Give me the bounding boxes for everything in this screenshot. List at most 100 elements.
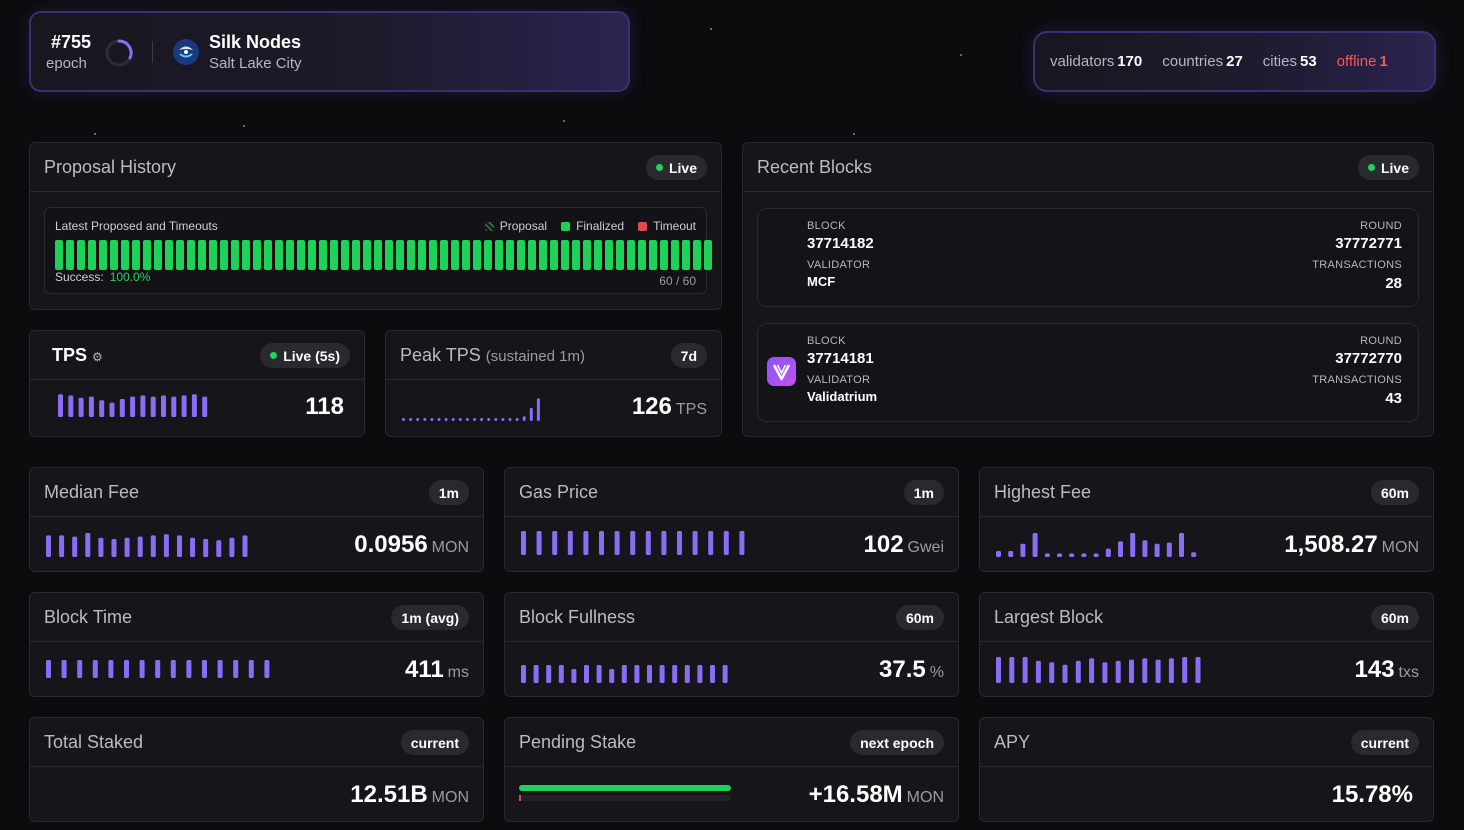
block-item[interactable]: BLOCK 37714182 VALIDATOR MCF ROUND 37772… bbox=[757, 208, 1419, 307]
proposal-bar[interactable] bbox=[220, 240, 228, 270]
spark-bar bbox=[722, 665, 728, 683]
proposal-bar[interactable] bbox=[594, 240, 602, 270]
proposal-bar[interactable] bbox=[627, 240, 635, 270]
card-header: TPS ⚙ Live (5s) bbox=[30, 331, 364, 380]
stat-validators[interactable]: validators 170 bbox=[1050, 53, 1142, 70]
proposal-bar[interactable] bbox=[209, 240, 217, 270]
proposal-bar[interactable] bbox=[165, 240, 173, 270]
proposal-bar[interactable] bbox=[297, 240, 305, 270]
block-number[interactable]: 37714182 bbox=[807, 235, 874, 252]
proposal-bar[interactable] bbox=[132, 240, 140, 270]
proposal-bar[interactable] bbox=[88, 240, 96, 270]
spark-bar bbox=[191, 394, 197, 417]
proposal-bar[interactable] bbox=[385, 240, 393, 270]
proposal-bar[interactable] bbox=[561, 240, 569, 270]
proposal-bar[interactable] bbox=[308, 240, 316, 270]
proposal-bar[interactable] bbox=[451, 240, 459, 270]
proposal-bar[interactable] bbox=[99, 240, 107, 270]
card-title: Gas Price bbox=[519, 482, 599, 502]
card-header: Proposal History Live bbox=[30, 143, 721, 192]
validator-name[interactable]: MCF bbox=[807, 274, 836, 289]
proposal-bar[interactable] bbox=[352, 240, 360, 270]
proposal-bar[interactable] bbox=[583, 240, 591, 270]
round-label: ROUND bbox=[1360, 220, 1402, 232]
legend: Proposal Finalized Timeout bbox=[484, 219, 696, 233]
proposal-bar[interactable] bbox=[330, 240, 338, 270]
proposal-bar[interactable] bbox=[649, 240, 657, 270]
proposal-bar[interactable] bbox=[363, 240, 371, 270]
proposal-bar[interactable] bbox=[638, 240, 646, 270]
stat-countries[interactable]: countries 27 bbox=[1162, 53, 1243, 70]
card-title: Proposal History bbox=[44, 157, 177, 177]
proposal-bar[interactable] bbox=[572, 240, 580, 270]
block-label: BLOCK bbox=[807, 335, 846, 347]
block-number[interactable]: 37714181 bbox=[807, 350, 874, 367]
spark-bar bbox=[1069, 553, 1075, 557]
proposal-bar[interactable] bbox=[407, 240, 415, 270]
proposal-bar[interactable] bbox=[66, 240, 74, 270]
proposal-bar[interactable] bbox=[484, 240, 492, 270]
spark-bar bbox=[659, 665, 665, 683]
proposal-bar[interactable] bbox=[429, 240, 437, 270]
validator-name[interactable]: Validatrium bbox=[807, 389, 878, 404]
proposal-bar[interactable] bbox=[198, 240, 206, 270]
value-unit: MON bbox=[906, 789, 944, 806]
proposal-bar[interactable] bbox=[440, 240, 448, 270]
spark-bar bbox=[536, 398, 540, 421]
proposal-bar[interactable] bbox=[341, 240, 349, 270]
spark-bar bbox=[609, 669, 615, 683]
proposal-bar[interactable] bbox=[539, 240, 547, 270]
proposal-bar[interactable] bbox=[396, 240, 404, 270]
spark-bar bbox=[1166, 542, 1172, 557]
proposal-bar[interactable] bbox=[495, 240, 503, 270]
proposal-bar[interactable] bbox=[286, 240, 294, 270]
proposal-bar[interactable] bbox=[275, 240, 283, 270]
block-item[interactable]: BLOCK 37714181 VALIDATOR Validatrium ROU… bbox=[757, 323, 1419, 422]
range-badge: current bbox=[400, 730, 469, 755]
gear-icon[interactable]: ⚙ bbox=[92, 350, 103, 364]
proposal-bar[interactable] bbox=[616, 240, 624, 270]
proposal-bar[interactable] bbox=[264, 240, 272, 270]
proposal-bar[interactable] bbox=[121, 240, 129, 270]
round-number: 37772771 bbox=[1335, 235, 1402, 252]
spark-bar bbox=[710, 665, 715, 683]
proposal-bar[interactable] bbox=[418, 240, 426, 270]
proposal-bar[interactable] bbox=[154, 240, 162, 270]
proposal-bar[interactable] bbox=[528, 240, 536, 270]
proposal-bar[interactable] bbox=[671, 240, 679, 270]
spark-bar bbox=[1191, 552, 1197, 557]
spark-bar bbox=[1075, 660, 1081, 683]
card-header: Total Staked current bbox=[30, 718, 483, 767]
proposal-bar[interactable] bbox=[693, 240, 701, 270]
value-number: 102 bbox=[863, 531, 904, 558]
stat-cities[interactable]: cities 53 bbox=[1263, 53, 1317, 70]
proposal-bar[interactable] bbox=[55, 240, 63, 270]
proposal-bar[interactable] bbox=[143, 240, 151, 270]
card-header: Peak TPS (sustained 1m) 7d bbox=[386, 331, 721, 380]
node-name[interactable]: Silk Nodes bbox=[209, 32, 302, 52]
proposal-bar[interactable] bbox=[517, 240, 525, 270]
proposal-bar[interactable] bbox=[187, 240, 195, 270]
proposal-bar[interactable] bbox=[605, 240, 613, 270]
transactions-count: 43 bbox=[1385, 390, 1402, 407]
stat-offline[interactable]: offline 1 bbox=[1337, 53, 1388, 70]
proposal-bar[interactable] bbox=[682, 240, 690, 270]
proposal-bar[interactable] bbox=[253, 240, 261, 270]
spark-bar bbox=[402, 418, 405, 421]
proposal-bar[interactable] bbox=[473, 240, 481, 270]
proposal-bar[interactable] bbox=[77, 240, 85, 270]
network-stats-bar: validators 170 countries 27 cities 53 offli… bbox=[1033, 31, 1436, 92]
proposal-bar[interactable] bbox=[319, 240, 327, 270]
proposal-bar[interactable] bbox=[506, 240, 514, 270]
proposal-bar[interactable] bbox=[231, 240, 239, 270]
proposal-bar[interactable] bbox=[550, 240, 558, 270]
value-unit: Gwei bbox=[907, 539, 944, 556]
proposal-bar[interactable] bbox=[242, 240, 250, 270]
transactions-count: 28 bbox=[1385, 275, 1402, 292]
proposal-bar[interactable] bbox=[704, 240, 712, 270]
proposal-bar[interactable] bbox=[660, 240, 668, 270]
proposal-bar[interactable] bbox=[110, 240, 118, 270]
proposal-bar[interactable] bbox=[374, 240, 382, 270]
proposal-bar[interactable] bbox=[462, 240, 470, 270]
proposal-bar[interactable] bbox=[176, 240, 184, 270]
